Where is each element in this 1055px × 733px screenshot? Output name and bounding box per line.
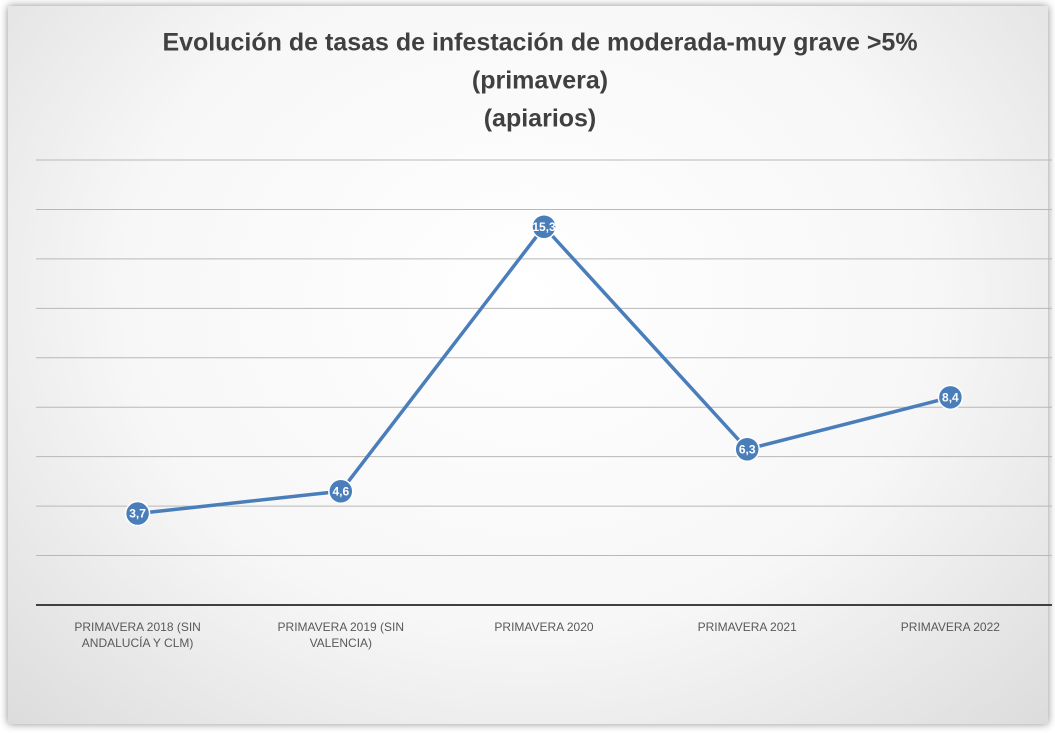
x-tick-label: PRIMAVERA 2022	[900, 620, 1000, 634]
chart-title: (apiarios)	[484, 105, 597, 133]
x-tick-label: PRIMAVERA 2019 (SIN VALENCIA)	[277, 620, 405, 650]
data-point	[734, 436, 760, 462]
x-tick-label: PRIMAVERA 2020	[494, 620, 594, 634]
data-label: 3,7	[129, 507, 146, 521]
x-tick-label: PRIMAVERA 2021	[697, 620, 797, 634]
data-label: 4,6	[332, 484, 349, 498]
data-point	[937, 384, 964, 411]
chart-title: (primavera)	[472, 67, 608, 95]
data-point	[531, 214, 557, 240]
x-tick-label: PRIMAVERA 2018 (SIN ANDALUCÍA Y CLM)	[74, 620, 201, 650]
line-series	[137, 225, 951, 516]
data-label: 15,3	[532, 220, 556, 234]
chart-title: Evolución de tasas de infestación de mod…	[162, 29, 917, 57]
data-point	[124, 500, 151, 527]
data-point	[328, 478, 354, 505]
data-label: 6,3	[739, 442, 756, 456]
data-label: 8,4	[942, 391, 959, 405]
